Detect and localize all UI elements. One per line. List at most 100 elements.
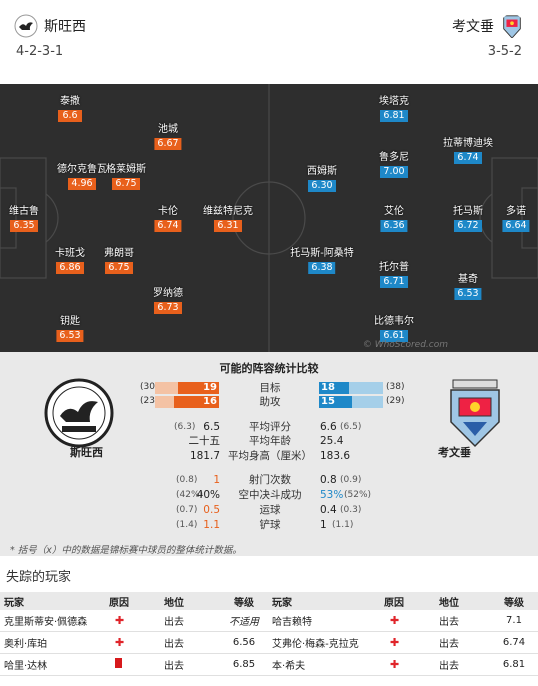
away-player[interactable]: 拉蒂博迪埃 6.74: [443, 138, 493, 164]
away-value: 53%: [320, 489, 344, 501]
away-prev-value: (0.9): [340, 475, 362, 485]
away-goals-fill: [319, 382, 349, 394]
player-name: 钥匙: [60, 316, 80, 327]
stat-row-avg-rating: (6.3) 6.5 平均评分 6.6 (6.5): [0, 420, 538, 434]
away-team-name[interactable]: 考文垂: [452, 19, 494, 35]
away-player[interactable]: 托马斯-阿桑特 6.38: [290, 248, 354, 274]
home-player[interactable]: 格莱姆斯 6.75: [106, 164, 146, 190]
column-header: 玩家: [268, 592, 380, 610]
player-rating: 6.61: [380, 330, 408, 342]
player-link[interactable]: 哈吉赖特: [268, 610, 380, 632]
stat-row-avg-height: 181.7 平均身高（厘米） 183.6: [0, 449, 538, 463]
away-player[interactable]: 托马斯 6.72: [453, 206, 483, 232]
player-name: 池城: [158, 124, 178, 135]
swansea-crest-icon: [14, 14, 38, 38]
home-value: 40%: [196, 489, 220, 501]
rating: 不适用: [220, 610, 268, 632]
status: 出去: [435, 653, 490, 676]
player-link[interactable]: 克里斯蒂安·佩德森: [0, 610, 105, 632]
home-value: 1: [213, 474, 220, 486]
home-value: 6.5: [203, 421, 220, 433]
away-team-header[interactable]: 考文垂: [452, 14, 524, 38]
watermark: © WhoScored.com: [362, 340, 448, 350]
home-goals-value: 19: [203, 382, 217, 393]
home-player[interactable]: 泰撒 6.6: [58, 96, 82, 122]
away-player[interactable]: 基奇 6.53: [454, 274, 482, 300]
player-rating: 6.81: [380, 110, 408, 122]
player-link[interactable]: 本·希夫: [268, 653, 380, 676]
player-rating: 6.74: [454, 152, 482, 164]
stat-label: 平均年龄: [249, 435, 291, 447]
home-player[interactable]: 卡伦 6.74: [154, 206, 182, 232]
away-player[interactable]: 艾伦 6.36: [380, 206, 408, 232]
stat-row-goals: (30) 19 目标 18 (38): [0, 382, 538, 396]
lineup-stats-comparison: 可能的阵容统计比较 斯旺西 考文垂 (30) 19 目标 18 (38) (23…: [0, 352, 538, 556]
column-header: 地位: [435, 592, 490, 610]
stat-row-shots: (0.8) 1 射门次数 0.8 (0.9): [0, 473, 538, 487]
home-team-caption: 斯旺西: [70, 446, 103, 459]
home-prev-goals: (30): [140, 382, 159, 392]
home-player[interactable]: 池城 6.67: [154, 124, 182, 150]
column-header: 原因: [380, 592, 435, 610]
player-name: 罗纳德: [153, 288, 183, 299]
away-player[interactable]: 比德韦尔 6.61: [374, 316, 414, 342]
away-prev-assists: (29): [386, 396, 405, 406]
home-player[interactable]: 弗朗哥 6.75: [104, 248, 134, 274]
away-team-caption: 考文垂: [438, 446, 471, 459]
home-team-header[interactable]: 斯旺西: [14, 14, 86, 38]
player-name: 维兹特尼克: [203, 206, 253, 217]
home-player[interactable]: 卡班戈 6.86: [55, 248, 85, 274]
player-rating: 6.64: [502, 220, 530, 232]
home-assists-bar: 16: [155, 396, 219, 408]
stat-row-aerials: (42%) 40% 空中决斗成功 53% (52%): [0, 488, 538, 502]
player-name: 弗朗哥: [104, 248, 134, 259]
home-prev-value: (0.8): [176, 475, 198, 485]
home-prev-value: (42%): [176, 490, 204, 500]
status: 出去: [160, 653, 220, 676]
home-player[interactable]: 维古鲁 6.35: [9, 206, 39, 232]
home-formation: 4-2-3-1: [16, 44, 64, 59]
player-rating: 7.00: [380, 166, 408, 178]
home-value: 0.5: [203, 504, 220, 516]
home-prev-value: (0.7): [176, 505, 198, 515]
player-rating: 6.35: [10, 220, 38, 232]
player-rating: 6.6: [58, 110, 82, 122]
home-player[interactable]: 罗纳德 6.73: [153, 288, 183, 314]
column-header: 原因: [105, 592, 160, 610]
player-rating: 6.86: [56, 262, 84, 274]
away-assists-fill: [319, 396, 352, 408]
table-row: 奥利·库珀 ✚ 出去 6.56 艾弗伦·梅森-克拉克 ✚ 出去 6.74: [0, 631, 538, 654]
rating: 7.1: [490, 610, 538, 632]
injury-icon: ✚: [380, 631, 435, 654]
player-name: 维古鲁: [9, 206, 39, 217]
home-team-name[interactable]: 斯旺西: [44, 19, 86, 35]
player-link[interactable]: 奥利·库珀: [0, 631, 105, 654]
home-prev-assists: (23): [140, 396, 159, 406]
injury-icon: ✚: [105, 610, 160, 632]
stat-label: 铲球: [259, 519, 281, 531]
home-player[interactable]: 钥匙 6.53: [56, 316, 84, 342]
away-player[interactable]: 托尔普 6.71: [379, 262, 409, 288]
player-name: 托尔普: [379, 262, 409, 273]
player-link[interactable]: 艾弗伦·梅森-克拉克: [268, 631, 380, 654]
injury-icon: ✚: [380, 610, 435, 632]
player-rating: 6.67: [154, 138, 182, 150]
stats-title: 可能的阵容统计比较: [219, 362, 319, 375]
stat-label-goals: 目标: [259, 382, 281, 394]
match-header: 斯旺西 考文垂 4-2-3-1 3-5-2: [0, 0, 538, 84]
away-player[interactable]: 多诺 6.64: [502, 206, 530, 232]
player-name: 格莱姆斯: [106, 164, 146, 175]
player-name: 多诺: [506, 206, 526, 217]
away-player[interactable]: 鲁多尼 7.00: [379, 152, 409, 178]
stat-label: 平均评分: [249, 421, 291, 433]
pitch: 泰撒 6.6 池城 6.67 德尔克鲁瓦 4.96 格莱姆斯 6.75 维古鲁 …: [0, 84, 538, 352]
away-player[interactable]: 埃塔克 6.81: [379, 96, 409, 122]
stat-row-tackles: (1.4) 1.1 铲球 1 (1.1): [0, 518, 538, 532]
coventry-crest-icon: [450, 379, 500, 448]
home-player[interactable]: 德尔克鲁瓦 4.96: [57, 164, 107, 190]
away-player[interactable]: 西姆斯 6.30: [307, 166, 337, 192]
player-link[interactable]: 哈里·达林: [0, 653, 105, 676]
home-player[interactable]: 维兹特尼克 6.31: [203, 206, 253, 232]
stat-label: 空中决斗成功: [238, 489, 302, 501]
home-value: 二十五: [188, 435, 221, 447]
